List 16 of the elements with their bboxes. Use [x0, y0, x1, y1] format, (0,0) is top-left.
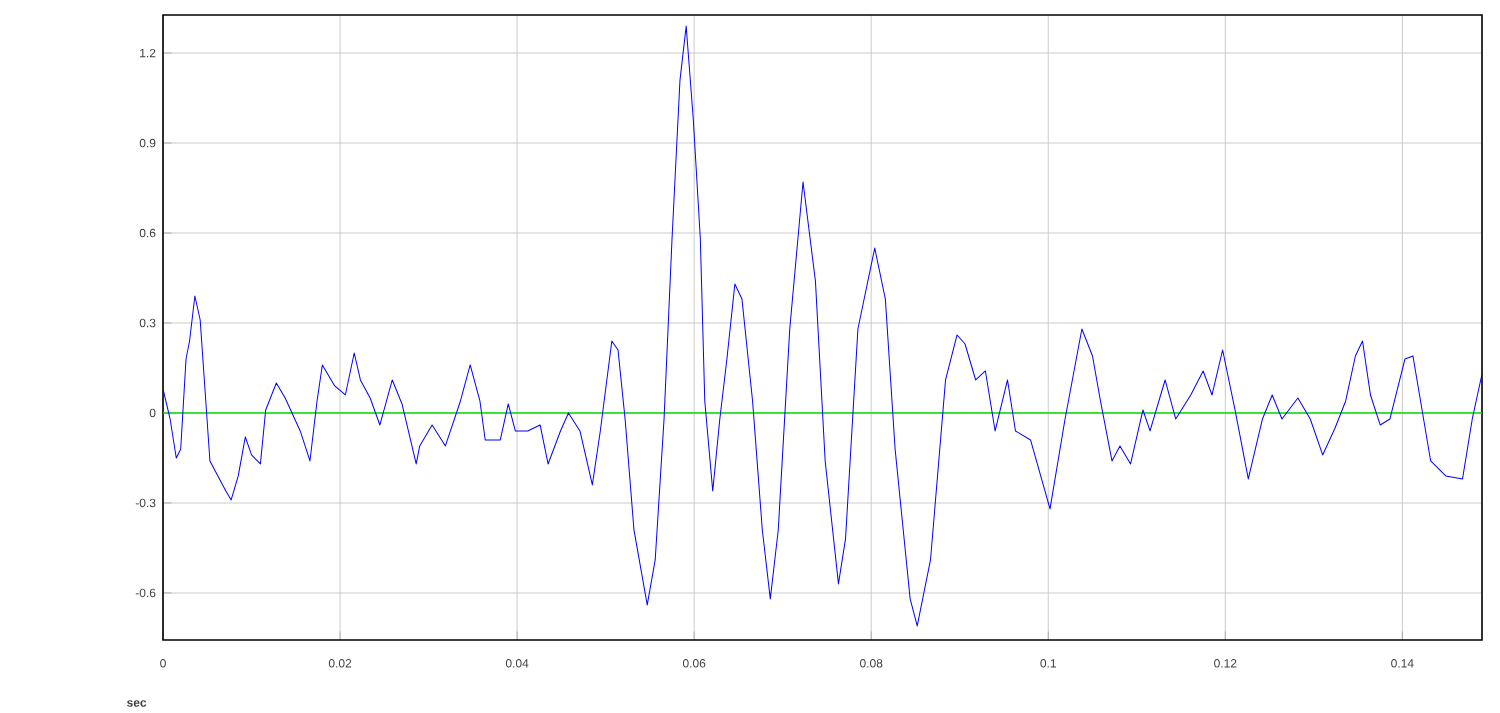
- y-tick-label: -0.6: [135, 588, 156, 597]
- x-tick-label: 0.14: [1391, 658, 1414, 668]
- x-tick-label: 0.08: [859, 658, 883, 668]
- y-tick-label: 0: [149, 408, 156, 418]
- x-tick-label: 0.06: [682, 658, 706, 668]
- x-tick-label: 0.1: [1040, 658, 1056, 668]
- y-tick-label: 0.6: [139, 228, 156, 238]
- x-tick-label: 0.02: [328, 658, 352, 668]
- x-tick-label: 0: [160, 658, 166, 668]
- y-tick-label: -0.3: [135, 498, 156, 507]
- x-axis-title: sec: [127, 699, 147, 707]
- x-tick-label: 0.04: [505, 658, 529, 668]
- y-tick-label: 0.9: [139, 138, 156, 148]
- y-tick-label: 0.3: [139, 318, 156, 328]
- x-tick-label: 0.12: [1214, 658, 1237, 668]
- y-tick-label: 1.2: [140, 48, 156, 58]
